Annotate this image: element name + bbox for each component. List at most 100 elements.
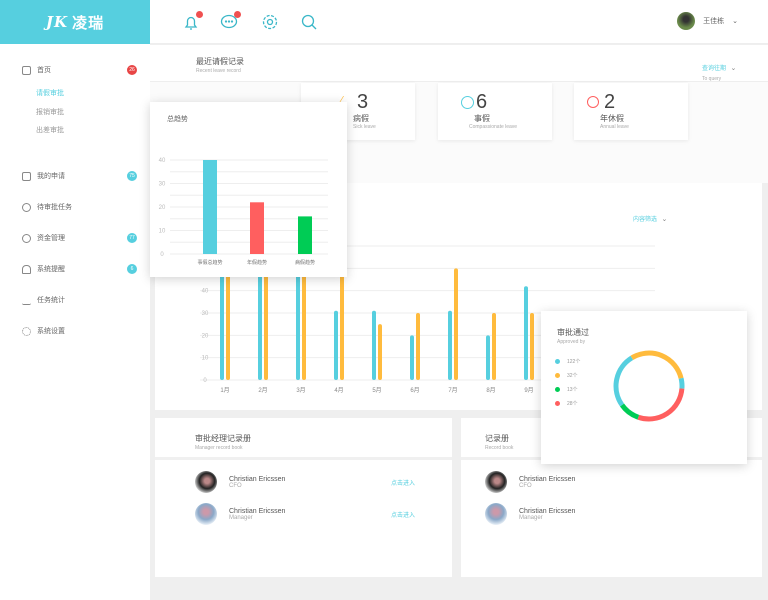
sidebar-sub-trip[interactable]: 出差审批 xyxy=(36,127,64,134)
sidebar-item-funds[interactable]: 资金管理 77 xyxy=(22,233,137,243)
legend-dot xyxy=(555,386,560,392)
donut-segment xyxy=(619,403,640,420)
gear-icon xyxy=(22,326,31,336)
bell-icon xyxy=(22,264,31,274)
x-tick-label: 5月 xyxy=(372,387,381,394)
y-tick-label: 10 xyxy=(202,356,209,362)
bar xyxy=(340,268,344,380)
approval-popup: 审批通过 Approved by 122个 32个 13个 28个 xyxy=(541,311,747,464)
legend-label: 32个 xyxy=(567,372,578,379)
legend-item: 32个 xyxy=(555,368,580,382)
bar xyxy=(258,250,262,380)
bar xyxy=(524,286,528,380)
x-tick-label: 8月 xyxy=(486,387,495,394)
badge: 75 xyxy=(127,171,137,181)
sidebar-item-alerts[interactable]: 系统提醒 6 xyxy=(22,264,137,274)
avatar xyxy=(195,471,217,493)
bar xyxy=(226,263,230,380)
y-tick-label: 30 xyxy=(159,182,166,188)
gear-icon[interactable] xyxy=(261,13,279,31)
bar xyxy=(264,268,268,380)
bell-icon[interactable] xyxy=(182,11,203,31)
legend-item: 13个 xyxy=(555,382,580,396)
bar xyxy=(378,324,382,380)
legend-label: 13个 xyxy=(567,386,578,393)
x-tick-label: 4月 xyxy=(334,387,343,394)
bar xyxy=(203,160,217,254)
list-item: Christian Ericssen CFO xyxy=(485,471,705,493)
x-tick-label: 6月 xyxy=(410,387,419,394)
header: 王佳栋 ⌄ xyxy=(150,0,768,44)
search-icon[interactable] xyxy=(300,13,318,31)
legend-label: 28个 xyxy=(567,400,578,407)
y-tick-label: 40 xyxy=(159,158,166,164)
popup-title: 总趋势 xyxy=(167,116,188,123)
donut-segment xyxy=(637,388,685,422)
sidebar: 首页 26 请假审批 报销审批 出差审批 我的申请 75 待审批任务 资金管理 77 … xyxy=(0,44,150,600)
annual-leave-card[interactable]: 2 年休假 Annual leave xyxy=(574,83,688,140)
sidebar-item-pending[interactable]: 待审批任务 xyxy=(22,202,137,212)
x-tick-label: 9月 xyxy=(524,387,533,394)
avatar xyxy=(485,503,507,525)
badge: 6 xyxy=(127,264,137,274)
badge: 77 xyxy=(127,233,137,243)
bar xyxy=(410,335,414,380)
pill-icon: ⁄ xyxy=(341,95,343,106)
document-icon xyxy=(22,171,31,181)
user-menu[interactable]: 王佳栋 ⌄ xyxy=(677,12,738,30)
enter-link[interactable]: 点击进入 xyxy=(390,480,415,487)
x-tick-label: 病假趋势 xyxy=(295,259,315,266)
sidebar-sub-leave[interactable]: 请假审批 xyxy=(36,90,64,97)
x-tick-label: 年假趋势 xyxy=(247,259,267,266)
y-tick-label: 20 xyxy=(159,205,166,211)
bar xyxy=(296,254,300,380)
compassionate-leave-card[interactable]: 6 事假 Compassionate leave xyxy=(438,83,552,140)
sidebar-item-applications[interactable]: 我的申请 75 xyxy=(22,171,137,181)
donut-segment xyxy=(630,350,684,380)
sidebar-sub-reimburse[interactable]: 报销审批 xyxy=(36,109,64,116)
sidebar-item-stats[interactable]: 任务统计 xyxy=(22,295,137,305)
bar xyxy=(302,259,306,380)
message-icon[interactable] xyxy=(220,11,241,31)
bar xyxy=(250,202,264,254)
bar xyxy=(530,313,534,380)
y-tick-label: 40 xyxy=(202,289,209,295)
list-item: Christian Ericssen Manager xyxy=(485,503,705,525)
trend-popup: 总趋势 0 10 20 30 40 事假总趋势 年假趋势 病假趋势 xyxy=(150,102,347,277)
x-tick-label: 1月 xyxy=(220,387,229,394)
bar xyxy=(298,216,312,254)
bar xyxy=(334,310,338,380)
x-tick-label: 3月 xyxy=(296,387,305,394)
y-tick-label: 30 xyxy=(202,311,209,317)
sidebar-item-settings[interactable]: 系统设置 xyxy=(22,326,137,336)
x-tick-label: 事假总趋势 xyxy=(197,259,222,266)
y-tick-label: 0 xyxy=(203,378,207,384)
enter-link[interactable]: 点击进入 xyxy=(390,512,415,519)
section-title: 最近请假记录 xyxy=(196,57,244,66)
y-tick-label: 10 xyxy=(159,229,166,235)
y-tick-label: 20 xyxy=(202,333,209,339)
bar xyxy=(486,335,490,380)
cloud-icon xyxy=(22,202,31,212)
query-dropdown[interactable]: 查询往期 ⌄ To query xyxy=(702,65,737,82)
donut-segment xyxy=(678,377,685,389)
trend-bar-chart: 0 10 20 30 40 事假总趋势 年假趋势 病假趋势 xyxy=(159,158,328,266)
bar xyxy=(220,257,224,380)
approval-donut-chart xyxy=(613,350,685,422)
logo[interactable]: JK 凌瑞 xyxy=(0,0,150,44)
sidebar-item-home[interactable]: 首页 26 xyxy=(22,65,137,75)
list-item: Christian Ericssen CFO 点击进入 xyxy=(195,471,415,493)
avatar xyxy=(195,503,217,525)
chevron-down-icon: ⌄ xyxy=(661,216,668,223)
bar xyxy=(416,313,420,380)
legend-item: 28个 xyxy=(555,396,580,410)
legend-label: 122个 xyxy=(567,358,581,365)
legend-item: 122个 xyxy=(555,354,580,368)
filter-dropdown[interactable]: 内容筛选 ⌄ xyxy=(633,216,668,223)
shield-icon xyxy=(22,233,31,243)
list-item: Christian Ericssen Manager 点击进入 xyxy=(195,503,415,525)
chat-icon xyxy=(587,96,599,108)
clock-user-icon xyxy=(461,96,474,109)
legend-dot xyxy=(555,372,560,378)
x-tick-label: 2月 xyxy=(258,387,267,394)
